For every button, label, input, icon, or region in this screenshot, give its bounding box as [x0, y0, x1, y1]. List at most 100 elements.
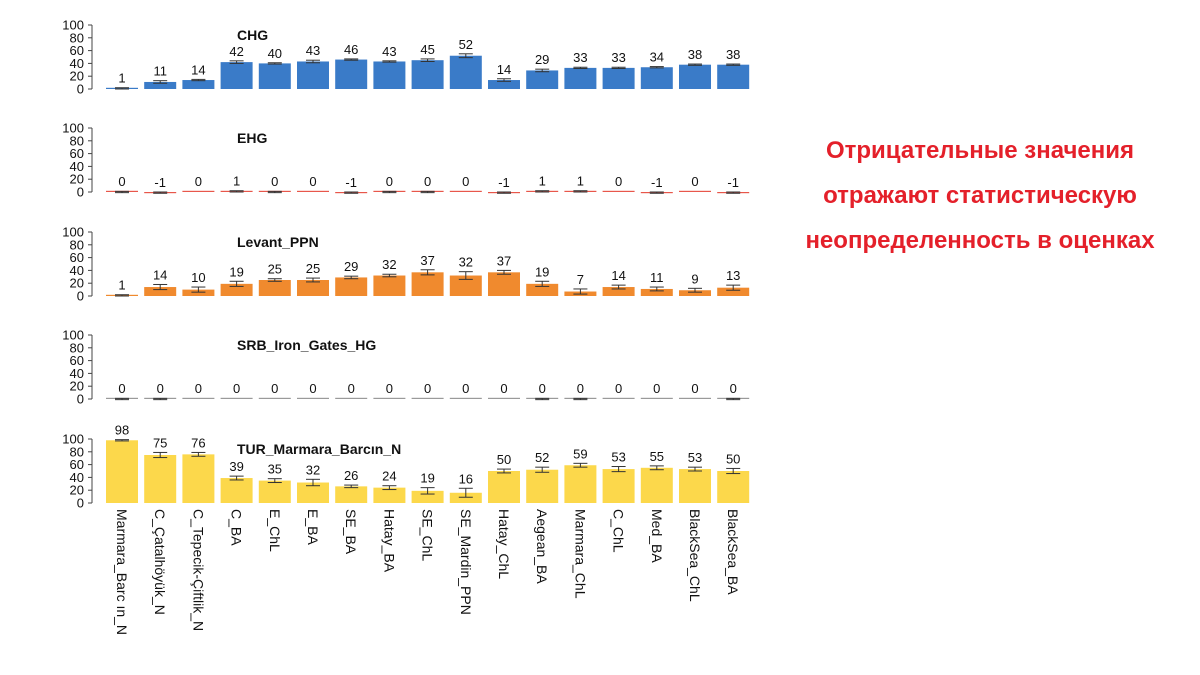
y-tick-label: 20 [70, 379, 84, 394]
category-label: SE_Mardin_PPN [458, 509, 474, 615]
value-label: 0 [577, 381, 584, 396]
value-label: -1 [727, 175, 739, 190]
value-label: 0 [309, 174, 316, 189]
value-label: 9 [691, 271, 698, 286]
bar [373, 61, 406, 89]
value-label: -1 [651, 175, 663, 190]
value-label: 32 [306, 462, 320, 477]
value-label: 0 [157, 381, 164, 396]
bar [297, 482, 329, 503]
annotation-line-2: отражают статистическую [823, 182, 1137, 209]
category-label: E_ChL [267, 509, 283, 552]
value-label: 0 [386, 381, 393, 396]
y-tick-label: 0 [77, 185, 84, 200]
value-label: 1 [118, 278, 125, 293]
bar [220, 397, 253, 399]
value-label: 16 [459, 471, 473, 486]
value-label: 0 [653, 381, 660, 396]
value-label: 0 [271, 174, 278, 189]
y-tick-label: 0 [77, 289, 84, 304]
y-tick-label: 20 [70, 483, 84, 498]
value-label: 13 [726, 268, 740, 283]
bar [602, 469, 635, 503]
value-label: 0 [462, 381, 469, 396]
panel-title: TUR_Marmara_Barcın_N [237, 441, 401, 457]
bar [602, 397, 635, 399]
annotation-note: Отрицательные значения отражают статисти… [760, 128, 1200, 263]
value-label: 14 [611, 268, 625, 283]
bar [220, 62, 253, 89]
bar [602, 287, 635, 296]
category-label: C_ChL [611, 509, 627, 553]
bar [640, 397, 673, 399]
y-tick-label: 60 [70, 43, 84, 58]
value-label: 0 [691, 174, 698, 189]
category-label: BlackSea_BA [725, 509, 741, 595]
value-label: 0 [233, 381, 240, 396]
value-label: 37 [497, 253, 511, 268]
bar [144, 455, 177, 503]
value-label: 0 [691, 381, 698, 396]
category-label: SE_ChL [420, 509, 436, 561]
panel-title: EHG [237, 130, 267, 146]
panel-title: Levant_PPN [237, 234, 319, 250]
value-label: 76 [191, 435, 205, 450]
value-label: 19 [229, 264, 243, 279]
y-tick-label: 100 [62, 432, 84, 447]
value-label: 53 [688, 450, 702, 465]
bar [411, 490, 444, 503]
value-label: 39 [229, 459, 243, 474]
bar [488, 397, 520, 399]
value-label: 0 [195, 174, 202, 189]
bar [411, 60, 444, 89]
value-label: 55 [650, 449, 664, 464]
value-label: 11 [650, 270, 664, 285]
bar [640, 67, 673, 89]
annotation-line-1: Отрицательные значения [825, 137, 1135, 164]
bar [335, 397, 368, 399]
bar [449, 190, 482, 192]
bar [564, 67, 597, 89]
bar [258, 480, 291, 503]
bar [297, 280, 329, 296]
value-label: 46 [344, 42, 358, 57]
bar [449, 492, 482, 503]
y-tick-label: 100 [62, 225, 84, 240]
value-label: 38 [726, 47, 740, 62]
value-label: 0 [309, 381, 316, 396]
value-label: 1 [118, 71, 125, 86]
value-label: 1 [233, 174, 240, 189]
y-tick-label: 80 [70, 30, 84, 45]
y-tick-label: 40 [70, 470, 84, 485]
y-tick-label: 20 [70, 69, 84, 84]
value-label: 1 [577, 174, 584, 189]
bar [488, 272, 520, 296]
bar [335, 277, 368, 296]
bar [373, 275, 406, 296]
value-label: 0 [195, 381, 202, 396]
value-label: 0 [462, 174, 469, 189]
category-label: Marmara_ChL [572, 509, 588, 599]
y-tick-label: 100 [62, 328, 84, 343]
value-label: 43 [306, 43, 320, 58]
value-label: 33 [611, 50, 625, 65]
value-label: 0 [271, 381, 278, 396]
value-label: 0 [348, 381, 355, 396]
y-tick-label: 80 [70, 133, 84, 148]
value-label: 29 [344, 259, 358, 274]
bar [564, 465, 597, 503]
value-label: 0 [539, 381, 546, 396]
category-label: Marmara_Barc ın_N [114, 509, 130, 635]
bar [717, 471, 750, 503]
value-label: 0 [118, 174, 125, 189]
value-label: 53 [611, 450, 625, 465]
bar [297, 190, 329, 192]
value-label: 7 [577, 272, 584, 287]
value-label: 75 [153, 435, 167, 450]
bar [182, 190, 215, 192]
bar [182, 454, 215, 503]
y-tick-label: 60 [70, 250, 84, 265]
y-tick-label: 0 [77, 82, 84, 97]
y-tick-label: 80 [70, 237, 84, 252]
